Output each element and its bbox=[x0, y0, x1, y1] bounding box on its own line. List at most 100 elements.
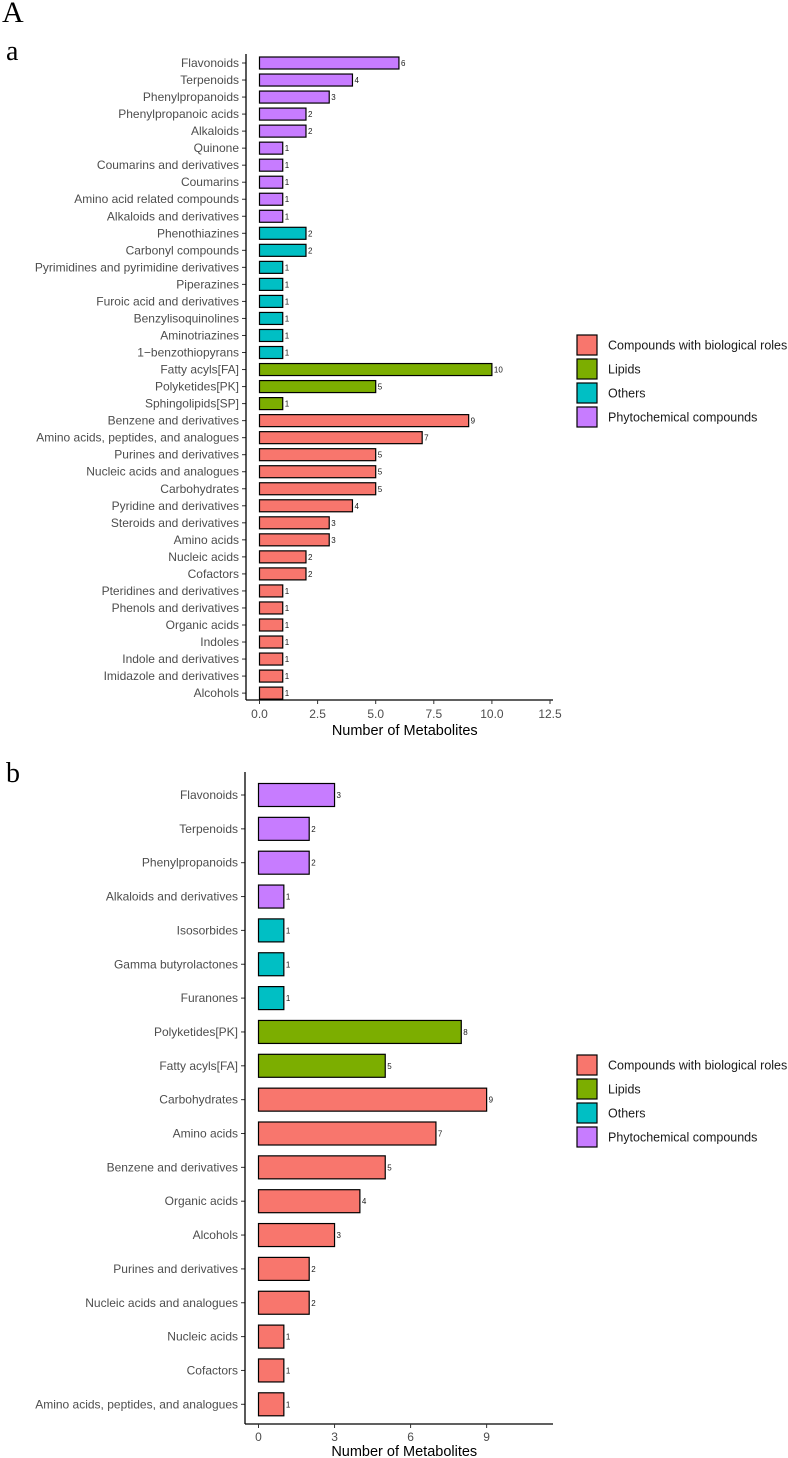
bar bbox=[258, 652, 284, 666]
legend-label: Lipids bbox=[608, 363, 641, 377]
data-label: 3 bbox=[331, 519, 336, 528]
data-label: 5 bbox=[378, 383, 383, 392]
y-tick-label: Alkaloids bbox=[191, 124, 239, 138]
legend-label: Others bbox=[608, 387, 646, 401]
data-label: 3 bbox=[331, 93, 336, 102]
bar bbox=[258, 379, 377, 394]
bar bbox=[258, 226, 307, 240]
y-tick-label: Phenylpropanoic acids bbox=[118, 107, 239, 121]
y-tick-label: Alcohols bbox=[193, 1228, 238, 1242]
data-label: 5 bbox=[378, 451, 383, 460]
data-label: 1 bbox=[285, 621, 290, 630]
bar bbox=[257, 1222, 336, 1248]
bar bbox=[257, 1121, 437, 1146]
data-label: 9 bbox=[471, 417, 476, 426]
bar bbox=[258, 533, 330, 547]
legend-swatch bbox=[576, 382, 598, 404]
y-tick-label: Pteridines and derivatives bbox=[102, 584, 239, 598]
y-tick-label: Nucleic acids and analogues bbox=[85, 1296, 238, 1310]
y-tick-label: Alcohols bbox=[194, 686, 239, 700]
legend-swatch bbox=[576, 1102, 598, 1124]
data-label: 1 bbox=[285, 331, 290, 340]
y-tick-label: Carbohydrates bbox=[160, 482, 239, 496]
y-tick-label: Alkaloids and derivatives bbox=[107, 209, 239, 223]
x-tick-label: 9 bbox=[483, 1430, 490, 1444]
legend-swatch bbox=[576, 1078, 598, 1100]
bar bbox=[257, 1256, 310, 1282]
y-tick-label: Organic acids bbox=[166, 618, 239, 632]
y-tick-label: Steroids and derivatives bbox=[111, 516, 239, 530]
data-label: 5 bbox=[387, 1163, 392, 1172]
data-label: 3 bbox=[337, 791, 342, 800]
bar bbox=[258, 73, 354, 87]
bar bbox=[257, 816, 310, 841]
y-tick-label: Cofactors bbox=[187, 1363, 238, 1377]
bar bbox=[258, 567, 307, 581]
bar bbox=[258, 107, 307, 121]
figure-label: A bbox=[2, 0, 24, 29]
data-label: 7 bbox=[424, 434, 429, 443]
y-tick-label: Furoic acid and derivatives bbox=[96, 294, 239, 308]
data-label: 1 bbox=[286, 1333, 291, 1342]
y-tick-label: Indoles bbox=[200, 635, 239, 649]
bar bbox=[258, 550, 307, 564]
data-label: 3 bbox=[337, 1231, 342, 1240]
y-tick-label: Polyketides[PK] bbox=[154, 1025, 238, 1039]
data-label: 4 bbox=[362, 1197, 367, 1206]
bar bbox=[258, 192, 284, 206]
bar bbox=[258, 158, 284, 172]
bar bbox=[258, 499, 354, 513]
y-tick-label: Quinone bbox=[194, 141, 240, 155]
bar bbox=[258, 635, 284, 649]
bar bbox=[258, 584, 284, 598]
bar bbox=[258, 294, 284, 309]
data-label: 1 bbox=[286, 1400, 291, 1409]
bar bbox=[258, 516, 330, 530]
chart-panel-b: Flavonoids 3 Terpenoids 2 Phenylpropanoids 2 A… bbox=[35, 772, 787, 1458]
bar bbox=[258, 414, 470, 428]
y-tick-label: Benzene and derivatives bbox=[107, 1160, 238, 1174]
bar bbox=[257, 782, 336, 808]
y-tick-label: Carbonyl compounds bbox=[126, 243, 239, 257]
data-label: 1 bbox=[285, 587, 290, 596]
bar bbox=[258, 260, 284, 274]
y-tick-label: Amino acids bbox=[174, 533, 239, 547]
y-tick-label: Alkaloids and derivatives bbox=[106, 890, 238, 904]
y-tick-label: Flavonoids bbox=[180, 788, 238, 802]
data-label: 1 bbox=[285, 161, 290, 170]
y-tick-label: Piperazines bbox=[176, 277, 239, 291]
bar bbox=[258, 277, 284, 291]
data-label: 1 bbox=[285, 655, 290, 664]
y-tick-label: Carbohydrates bbox=[159, 1093, 238, 1107]
bar bbox=[257, 1189, 361, 1214]
x-tick-label: 6 bbox=[407, 1430, 414, 1444]
y-tick-label: Terpenoids bbox=[180, 73, 239, 87]
y-tick-label: Nucleic acids bbox=[167, 1330, 238, 1344]
y-tick-label: Nucleic acids bbox=[168, 550, 239, 564]
panel-b-label: b bbox=[6, 758, 20, 789]
data-label: 4 bbox=[354, 76, 359, 85]
data-label: 8 bbox=[463, 1028, 468, 1037]
legend-swatch bbox=[576, 1054, 598, 1076]
bar bbox=[258, 90, 330, 104]
x-tick-label: 12.5 bbox=[538, 707, 562, 721]
data-label: 1 bbox=[285, 314, 290, 323]
y-tick-label: Sphingolipids[SP] bbox=[145, 397, 239, 411]
y-tick-label: Furanones bbox=[181, 991, 238, 1005]
chart-panel-a: Flavonoids 6 Terpenoids 4 Phenylpropanoids 3 P… bbox=[35, 54, 787, 739]
bar bbox=[257, 884, 285, 909]
legend-swatch bbox=[576, 1126, 598, 1148]
y-tick-label: Phenylpropanoids bbox=[143, 90, 239, 104]
data-label: 1 bbox=[285, 689, 290, 698]
bar bbox=[258, 465, 377, 479]
bar bbox=[258, 209, 284, 223]
data-label: 2 bbox=[308, 127, 313, 136]
bar bbox=[258, 124, 307, 138]
data-label: 2 bbox=[308, 570, 313, 579]
data-label: 1 bbox=[285, 178, 290, 187]
x-tick-label: 10.0 bbox=[480, 707, 504, 721]
x-tick-label: 7.5 bbox=[425, 707, 442, 721]
bar bbox=[257, 1290, 310, 1315]
y-tick-label: Flavonoids bbox=[181, 56, 239, 70]
y-tick-label: Fatty acyls[FA] bbox=[159, 1059, 238, 1073]
